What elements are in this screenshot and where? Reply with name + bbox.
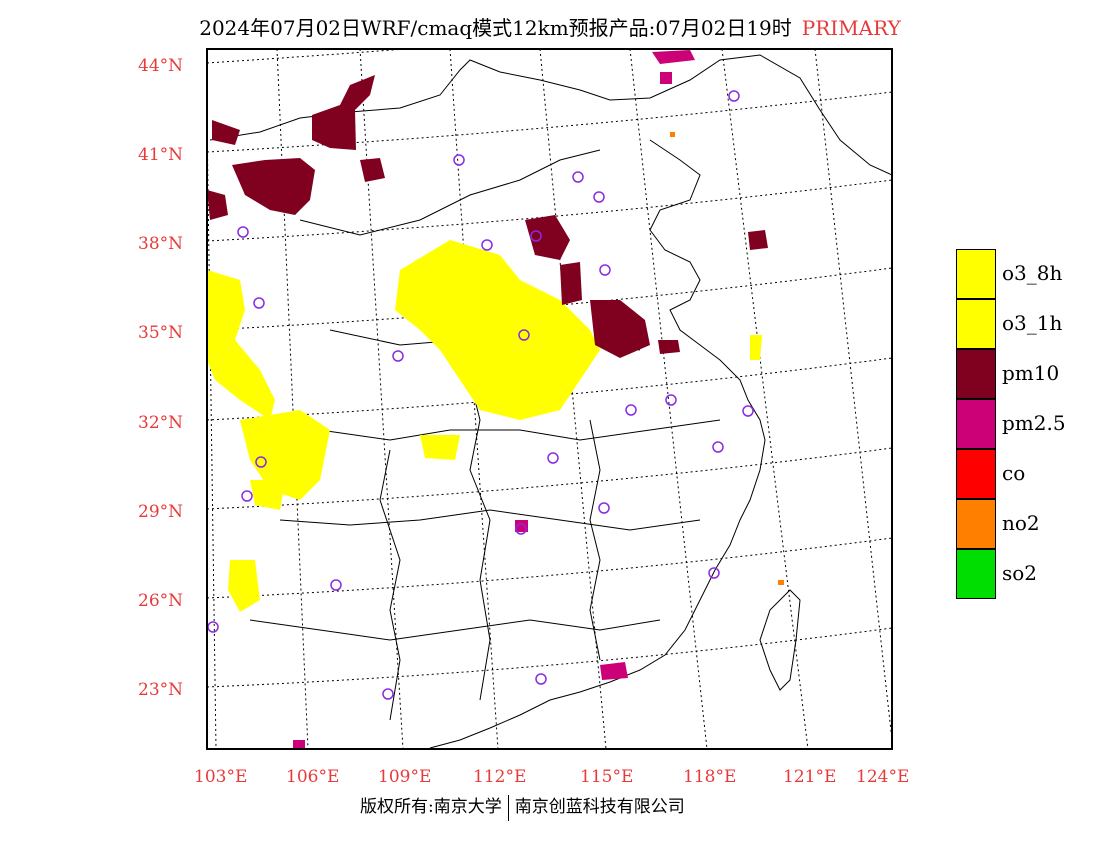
footer-separator [507, 794, 509, 821]
legend-item-co: co [956, 449, 1100, 499]
no2-region [670, 132, 784, 585]
pm25-region [293, 50, 695, 749]
lon-label: 124°E [856, 767, 909, 787]
lat-label: 41°N [138, 145, 183, 165]
lon-label: 115°E [580, 767, 633, 787]
legend-swatch [956, 349, 996, 399]
lon-label: 106°E [286, 767, 339, 787]
copyright-right: 南京创蓝科技有限公司 [514, 797, 685, 817]
lat-label: 32°N [138, 413, 183, 433]
lon-label: 112°E [473, 767, 526, 787]
legend-label: o3_8h [1002, 261, 1063, 285]
legend-item-pm25: pm2.5 [956, 399, 1100, 449]
legend-item-so2: so2 [956, 549, 1100, 599]
longitude-labels: 103°E 106°E 109°E 112°E 115°E 118°E 121°… [194, 767, 909, 787]
copyright-left: 版权所有:南京大学 [360, 797, 502, 817]
legend-label: so2 [1002, 561, 1038, 585]
o3-region [207, 240, 762, 612]
lat-label: 26°N [138, 591, 183, 611]
latitude-labels: 44°N 41°N 38°N 35°N 32°N 29°N 26°N 23°N [138, 56, 183, 700]
copyright-footer: 版权所有:南京大学 南京创蓝科技有限公司 [360, 792, 685, 821]
map-title: 2024年07月02日WRF/cmaq模式12km预报产品:07月02日19时 P… [0, 12, 1100, 41]
legend-label: pm10 [1002, 361, 1060, 385]
lon-label: 103°E [194, 767, 247, 787]
title-text: 2024年07月02日WRF/cmaq模式12km预报产品:07月02日19时 [199, 16, 792, 40]
legend-item-no2: no2 [956, 499, 1100, 549]
legend-swatch [956, 249, 996, 299]
lat-label: 35°N [138, 323, 183, 343]
lon-label: 118°E [683, 767, 736, 787]
lat-label: 23°N [138, 680, 183, 700]
legend-label: no2 [1002, 511, 1040, 535]
legend-label: co [1002, 461, 1026, 485]
legend-label: pm2.5 [1002, 411, 1066, 435]
legend-swatch [956, 549, 996, 599]
legend-swatch [956, 499, 996, 549]
legend-swatch [956, 299, 996, 349]
legend: o3_8h o3_1h pm10 pm2.5 co no2 so2 [956, 249, 1100, 599]
lat-label: 38°N [138, 234, 183, 254]
legend-item-pm10: pm10 [956, 349, 1100, 399]
title-tag: PRIMARY [801, 16, 901, 40]
legend-item-o3-8h: o3_8h [956, 249, 1100, 299]
map-frame [206, 48, 893, 750]
legend-swatch [956, 449, 996, 499]
legend-label: o3_1h [1002, 311, 1063, 335]
lon-label: 121°E [783, 767, 836, 787]
lat-label: 44°N [138, 56, 183, 76]
lon-label: 109°E [378, 767, 431, 787]
station-markers [207, 90, 754, 700]
legend-swatch [956, 399, 996, 449]
lat-label: 29°N [138, 502, 183, 522]
legend-item-o3-1h: o3_1h [956, 299, 1100, 349]
pm10-region [207, 75, 768, 358]
